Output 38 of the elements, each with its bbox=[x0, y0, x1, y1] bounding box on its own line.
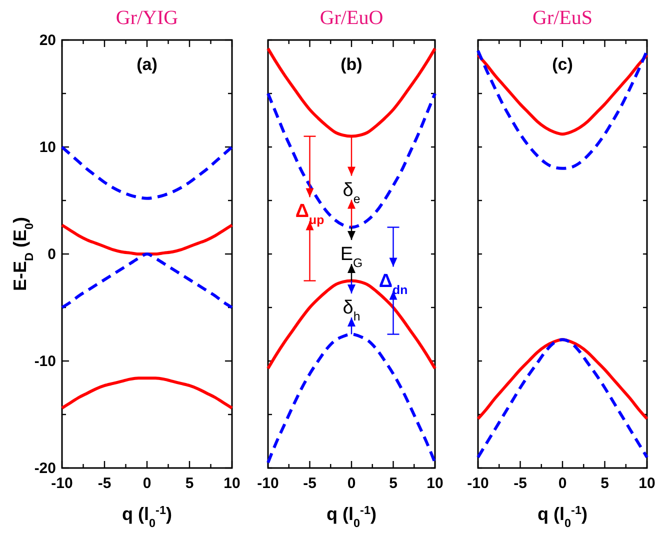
line-series bbox=[60, 252, 234, 309]
x-tick-label: -5 bbox=[98, 475, 112, 492]
line-series bbox=[60, 376, 234, 410]
x-tick-label: 10 bbox=[224, 475, 240, 492]
x-tick-label: -10 bbox=[467, 475, 489, 492]
x-tick-label: -10 bbox=[257, 475, 279, 492]
chart-title: Gr/EuS bbox=[532, 7, 592, 29]
x-tick-label: 5 bbox=[600, 475, 609, 492]
y-tick-label: -20 bbox=[34, 460, 56, 477]
annotation: Δ$_{up}$ bbox=[295, 201, 325, 228]
x-axis-title: q (l$_{0}$$^{-1}$) bbox=[326, 504, 376, 530]
x-axis-title: q (l$_{0}$$^{-1}$) bbox=[122, 504, 172, 530]
y-tick-label: -10 bbox=[34, 353, 56, 370]
annotation: (a) bbox=[136, 55, 158, 74]
annotation: (c) bbox=[552, 55, 573, 74]
x-tick-label: 0 bbox=[558, 475, 567, 492]
x-tick-label: 10 bbox=[638, 475, 656, 492]
x-tick-label: -5 bbox=[514, 475, 527, 492]
y-tick-label: 20 bbox=[39, 32, 56, 49]
x-tick-label: 5 bbox=[185, 475, 194, 492]
annotation: E$_{G}$ bbox=[340, 244, 363, 270]
x-tick-label: -5 bbox=[303, 475, 316, 492]
chart-title: Gr/YIG bbox=[116, 7, 178, 29]
annotation: δ$_{h}$ bbox=[342, 298, 360, 324]
annotation: δ$_{e}$ bbox=[342, 180, 360, 206]
annotation: Δ$_{dn}$ bbox=[378, 270, 408, 297]
y-tick-label: 0 bbox=[48, 246, 56, 263]
line-series bbox=[60, 146, 234, 200]
x-axis-title: q (l$_{0}$$^{-1}$) bbox=[538, 504, 588, 530]
x-tick-label: 0 bbox=[347, 475, 356, 492]
annotation: (b) bbox=[340, 55, 362, 74]
y-tick-label: 10 bbox=[39, 139, 56, 156]
x-tick-label: 0 bbox=[142, 475, 152, 492]
chart-title: Gr/EuO bbox=[320, 7, 384, 29]
x-tick-label: 10 bbox=[426, 475, 444, 492]
line-series bbox=[60, 224, 234, 256]
x-tick-label: 5 bbox=[389, 475, 398, 492]
x-tick-label: -10 bbox=[51, 475, 73, 492]
